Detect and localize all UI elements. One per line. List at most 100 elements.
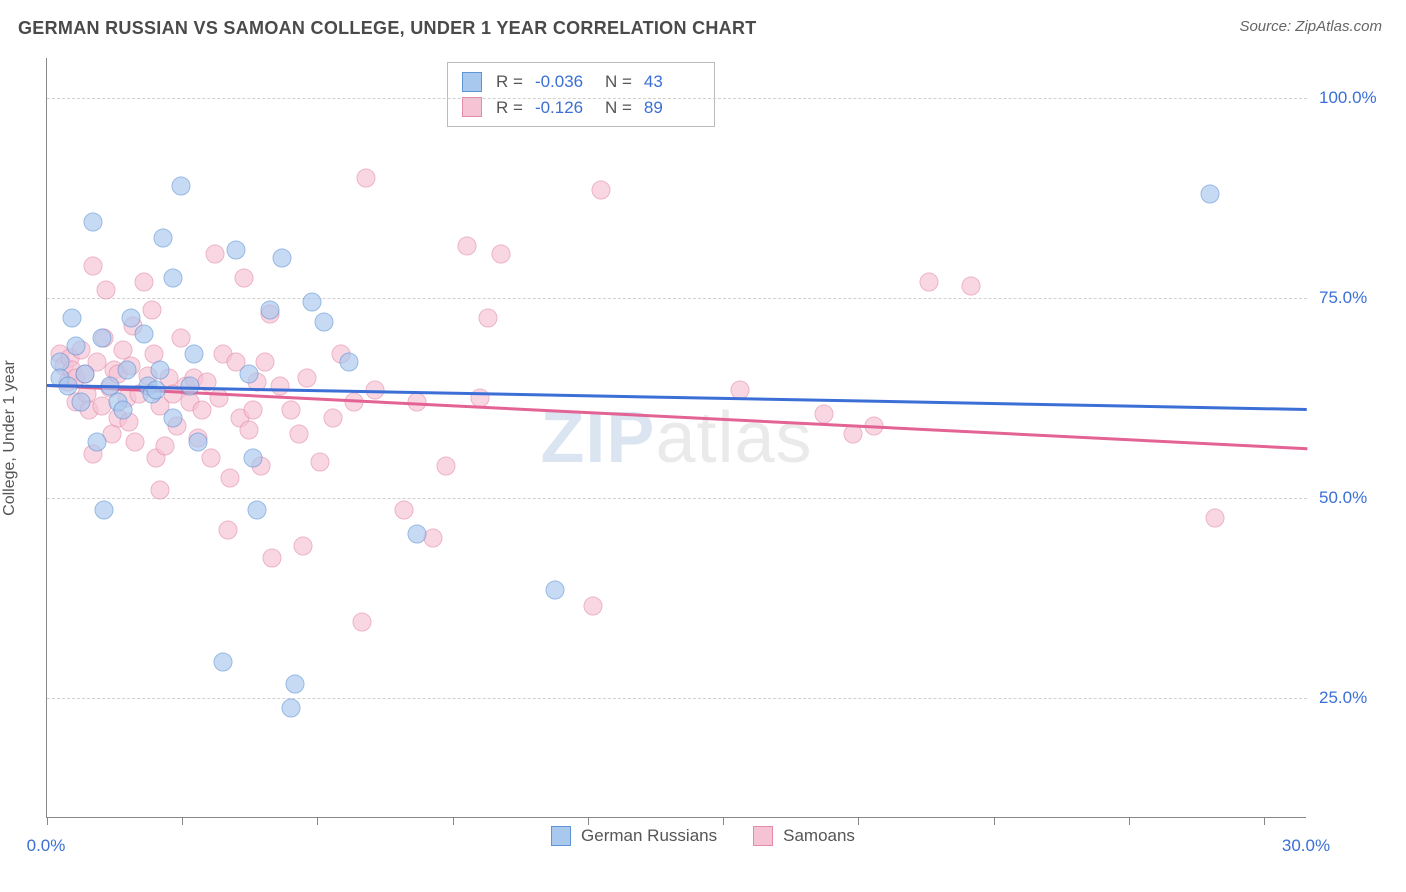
data-point	[298, 369, 317, 388]
legend-row-german-russians: R = -0.036 N = 43	[462, 69, 700, 95]
data-point	[172, 177, 191, 196]
data-point	[88, 433, 107, 452]
data-point	[281, 698, 300, 717]
watermark: ZIPatlas	[540, 397, 812, 479]
x-tick	[317, 817, 318, 825]
data-point	[67, 337, 86, 356]
data-point	[353, 613, 372, 632]
data-point	[164, 269, 183, 288]
x-tick	[588, 817, 589, 825]
data-point	[262, 549, 281, 568]
data-point	[206, 245, 225, 264]
data-point	[1205, 509, 1224, 528]
data-point	[134, 273, 153, 292]
data-point	[424, 529, 443, 548]
gridline	[47, 698, 1307, 699]
data-point	[117, 361, 136, 380]
legend-item-samoans: Samoans	[753, 826, 855, 846]
data-point	[134, 325, 153, 344]
x-tick	[858, 817, 859, 825]
y-axis-title: College, Under 1 year	[1, 360, 19, 516]
data-point	[546, 581, 565, 600]
data-point	[63, 309, 82, 328]
data-point	[153, 229, 172, 248]
chart-title: GERMAN RUSSIAN VS SAMOAN COLLEGE, UNDER …	[18, 18, 757, 39]
data-point	[189, 433, 208, 452]
data-point	[164, 409, 183, 428]
data-point	[94, 501, 113, 520]
data-point	[323, 409, 342, 428]
legend-correlation: R = -0.036 N = 43 R = -0.126 N = 89	[447, 62, 715, 127]
data-point	[340, 353, 359, 372]
data-point	[479, 309, 498, 328]
source-label: Source: ZipAtlas.com	[1239, 18, 1382, 35]
data-point	[151, 481, 170, 500]
data-point	[437, 457, 456, 476]
data-point	[273, 249, 292, 268]
data-point	[256, 353, 275, 372]
data-point	[491, 245, 510, 264]
gridline	[47, 298, 1307, 299]
data-point	[260, 301, 279, 320]
data-point	[844, 425, 863, 444]
data-point	[220, 469, 239, 488]
trend-line	[47, 384, 1307, 410]
data-point	[84, 257, 103, 276]
data-point	[458, 237, 477, 256]
gridline	[47, 498, 1307, 499]
data-point	[227, 241, 246, 260]
data-point	[395, 501, 414, 520]
swatch-samoans	[462, 97, 482, 117]
data-point	[584, 597, 603, 616]
data-point	[962, 277, 981, 296]
data-point	[214, 653, 233, 672]
data-point	[294, 537, 313, 556]
data-point	[122, 309, 141, 328]
legend-label-german-russians: German Russians	[581, 826, 717, 846]
data-point	[920, 273, 939, 292]
data-point	[235, 269, 254, 288]
x-tick	[1264, 817, 1265, 825]
r-label: R =	[496, 69, 523, 95]
swatch-german-russians-bottom	[551, 826, 571, 846]
data-point	[281, 401, 300, 420]
legend-item-german-russians: German Russians	[551, 826, 717, 846]
gridline	[47, 98, 1307, 99]
data-point	[92, 329, 111, 348]
swatch-german-russians	[462, 72, 482, 92]
x-tick	[994, 817, 995, 825]
data-point	[172, 329, 191, 348]
swatch-samoans-bottom	[753, 826, 773, 846]
data-point	[126, 433, 145, 452]
data-point	[96, 281, 115, 300]
data-point	[315, 313, 334, 332]
y-tick-label: 25.0%	[1319, 688, 1389, 708]
data-point	[1201, 185, 1220, 204]
legend-series: German Russians Samoans	[0, 826, 1406, 846]
n-label: N =	[605, 69, 632, 95]
data-point	[151, 361, 170, 380]
data-point	[143, 301, 162, 320]
data-point	[113, 401, 132, 420]
data-point	[407, 525, 426, 544]
x-tick	[182, 817, 183, 825]
data-point	[239, 365, 258, 384]
legend-label-samoans: Samoans	[783, 826, 855, 846]
data-point	[302, 293, 321, 312]
data-point	[592, 181, 611, 200]
data-point	[311, 453, 330, 472]
data-point	[155, 437, 174, 456]
data-point	[285, 675, 304, 694]
data-point	[243, 401, 262, 420]
chart: ZIPatlas R = -0.036 N = 43 R = -0.126 N …	[46, 58, 1386, 818]
y-tick-label: 75.0%	[1319, 288, 1389, 308]
x-tick	[1129, 817, 1130, 825]
data-point	[271, 377, 290, 396]
data-point	[71, 393, 90, 412]
data-point	[193, 401, 212, 420]
data-point	[815, 405, 834, 424]
data-point	[75, 365, 94, 384]
y-tick-label: 50.0%	[1319, 488, 1389, 508]
data-point	[84, 213, 103, 232]
data-point	[147, 381, 166, 400]
